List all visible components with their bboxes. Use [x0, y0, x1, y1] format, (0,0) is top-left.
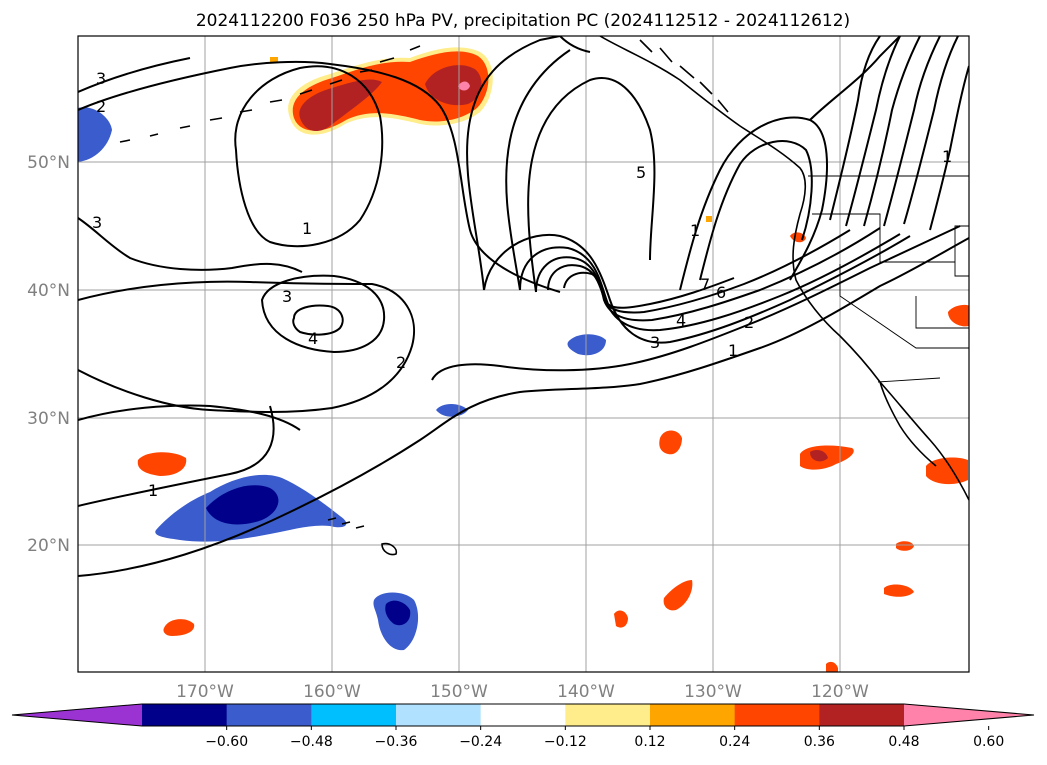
- colorbar-segment: [480, 704, 566, 726]
- contour-label: 1: [690, 221, 700, 240]
- lon-label: 120°W: [811, 682, 869, 702]
- pv-contours: [78, 36, 969, 577]
- contour-label: 1: [148, 481, 158, 500]
- colorbar-segment: [819, 704, 905, 726]
- precip-negative-region: [567, 334, 606, 356]
- precip-dark-red-region: [810, 450, 828, 462]
- precip-positive-region: [163, 619, 195, 636]
- latitude-labels: 50°N 40°N 30°N 20°N: [27, 153, 70, 556]
- colorbar-tick-label: −0.48: [290, 734, 333, 750]
- colorbar-tick-label: −0.24: [459, 734, 502, 750]
- contour-label: 5: [636, 163, 646, 182]
- lon-label: 150°W: [430, 682, 488, 702]
- precip-dark-red-region: [425, 65, 482, 106]
- precip-positive-region: [137, 452, 187, 476]
- colorbar-segment: [734, 704, 820, 726]
- lat-label: 50°N: [27, 153, 70, 173]
- precip-positive-region: [659, 430, 682, 455]
- political-borders: [808, 175, 969, 383]
- lat-label: 20°N: [27, 536, 70, 556]
- precip-dark-blue-region: [385, 600, 411, 626]
- colorbar-tick-label: 0.48: [888, 734, 919, 750]
- precip-negative-region: [78, 107, 112, 162]
- precip-shading: [78, 47, 969, 672]
- contour-label: 2: [396, 353, 406, 372]
- colorbar-segment: [565, 704, 651, 726]
- map-frame: [77, 35, 970, 673]
- coastlines: [119, 36, 969, 556]
- colorbar-tick-label: −0.12: [544, 734, 587, 750]
- precip-positive-region: [706, 216, 712, 222]
- contour-label: 3: [282, 287, 292, 306]
- precip-dark-blue-region: [206, 485, 279, 525]
- contour-label: 3: [650, 333, 660, 352]
- contour-labels: 3 2 3 3 4 1 2 1 1 5 7 6 4 3 2 1 1: [92, 69, 952, 500]
- contour-label: 3: [92, 213, 102, 232]
- lat-label: 40°N: [27, 281, 70, 301]
- precip-positive-region: [663, 580, 693, 611]
- contour-label: 1: [302, 219, 312, 238]
- colorbar-segment: [650, 704, 736, 726]
- contour-label: 7: [700, 275, 710, 294]
- colorbar-extend-high: [904, 704, 1034, 726]
- colorbar-segment: [396, 704, 482, 726]
- contour-label: 4: [676, 311, 686, 330]
- precip-dark-red-region: [299, 79, 382, 132]
- colorbar: −0.60 −0.48 −0.36 −0.24 −0.12 0.12 0.24 0.36 0.4…: [11, 703, 1035, 750]
- contour-label: 1: [942, 147, 952, 166]
- lon-label: 170°W: [176, 682, 234, 702]
- precip-positive-region: [884, 584, 914, 597]
- colorbar-segment: [311, 704, 397, 726]
- colorbar-segment: [226, 704, 312, 726]
- contour-label: 2: [744, 313, 754, 332]
- contour-label: 3: [96, 69, 106, 88]
- precip-positive-region: [826, 661, 838, 672]
- colorbar-extend-low: [12, 704, 142, 726]
- longitude-labels: 170°W 160°W 150°W 140°W 130°W 120°W: [176, 682, 869, 702]
- colorbar-tick-label: 0.36: [804, 734, 835, 750]
- lon-label: 130°W: [684, 682, 742, 702]
- colorbar-tick-label: −0.60: [205, 734, 248, 750]
- precip-positive-region: [270, 57, 278, 63]
- lon-label: 140°W: [557, 682, 615, 702]
- map-area: 3 2 3 3 4 1 2 1 1 5 7 6 4 3 2 1 1: [78, 36, 969, 672]
- graticule: [78, 36, 969, 672]
- figure-title: 2024112200 F036 250 hPa PV, precipitatio…: [196, 11, 850, 31]
- contour-label: 6: [716, 283, 726, 302]
- lon-label: 160°W: [303, 682, 361, 702]
- precip-positive-region: [948, 304, 969, 327]
- colorbar-tick-label: −0.36: [375, 734, 418, 750]
- contour-label: 2: [96, 97, 106, 116]
- colorbar-outline: [11, 703, 1035, 727]
- colorbar-tick-label: 0.12: [634, 734, 665, 750]
- lat-label: 30°N: [27, 409, 70, 429]
- precip-pink-region: [458, 81, 470, 91]
- colorbar-segment: [142, 704, 228, 726]
- precip-positive-region: [896, 541, 914, 551]
- colorbar-tick-label: 0.60: [973, 734, 1004, 750]
- precip-positive-region: [614, 610, 628, 628]
- colorbar-tick-label: 0.24: [719, 734, 750, 750]
- contour-label: 4: [308, 329, 318, 348]
- contour-label: 1: [728, 341, 738, 360]
